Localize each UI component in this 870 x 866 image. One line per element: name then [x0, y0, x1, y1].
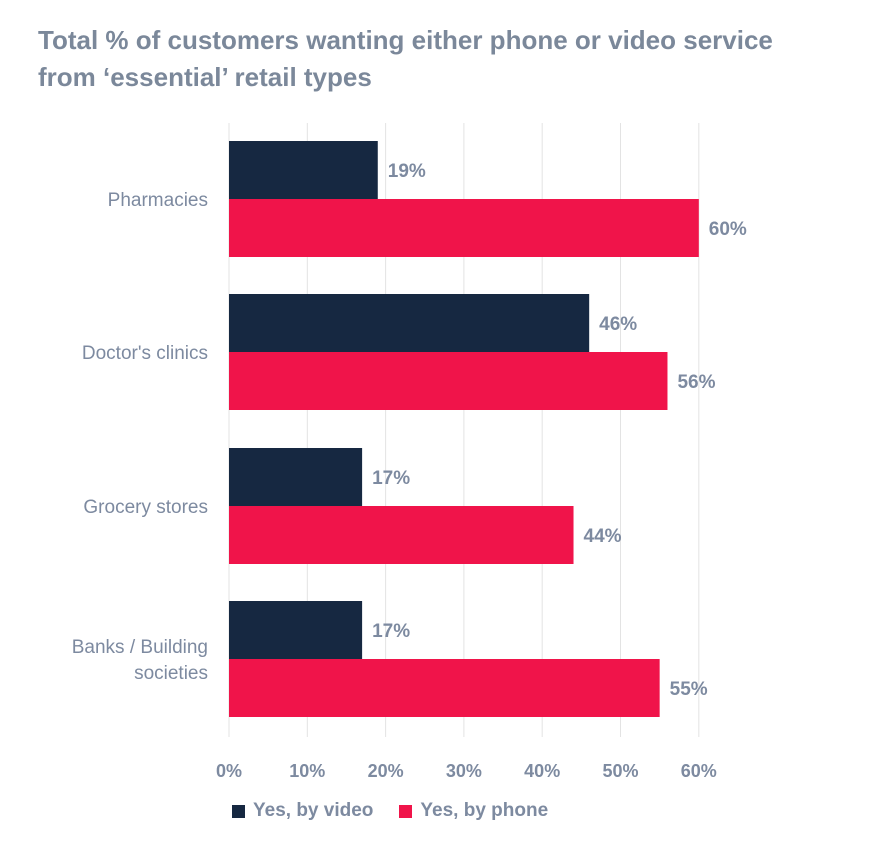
- category-labels: Pharmacies Doctor's clinics Grocery stores…: [72, 190, 208, 684]
- bars-group: 19% 60% 46% 56% 17% 44% 17% 55%: [229, 141, 747, 717]
- bar-phone: [229, 659, 660, 717]
- bar-phone: [229, 199, 699, 257]
- bar-video: [229, 601, 363, 659]
- data-label-video: 46%: [599, 314, 637, 335]
- bar-video: [229, 294, 590, 352]
- x-tick-label: 50%: [602, 761, 638, 781]
- legend: Yes, by video Yes, by phone: [232, 800, 548, 822]
- chart-title-line-2: from ‘essential’ retail types: [38, 62, 372, 92]
- data-label-video: 19%: [388, 161, 426, 182]
- data-label-phone: 44%: [584, 526, 622, 547]
- bar-video: [229, 448, 363, 506]
- legend-swatch-video: [232, 804, 245, 818]
- legend-label-phone: Yes, by phone: [420, 800, 549, 821]
- category-label: Grocery stores: [83, 497, 208, 518]
- bar-phone: [229, 352, 668, 410]
- category-label: Banks / Building societies: [72, 637, 208, 684]
- chart-title-line-1: Total % of customers wanting either phon…: [38, 25, 773, 55]
- bar-phone: [229, 506, 574, 564]
- x-tick-label: 30%: [446, 761, 482, 781]
- data-label-phone: 60%: [709, 219, 747, 240]
- category-label: Doctor's clinics: [82, 343, 208, 364]
- x-tick-label: 60%: [681, 761, 717, 781]
- legend-item-phone: Yes, by phone: [399, 800, 548, 822]
- data-label-video: 17%: [372, 468, 410, 489]
- x-tick-label: 10%: [289, 761, 325, 781]
- data-label-phone: 56%: [677, 372, 715, 393]
- legend-swatch-phone: [399, 804, 413, 818]
- x-tick-label: 20%: [368, 761, 404, 781]
- x-tick-label: 40%: [524, 761, 560, 781]
- category-label: Pharmacies: [108, 190, 208, 211]
- x-tick-label: 0%: [216, 761, 242, 781]
- bar-video: [229, 141, 378, 199]
- legend-label-video: Yes, by video: [253, 800, 374, 821]
- legend-item-video: Yes, by video: [232, 800, 373, 822]
- data-label-phone: 55%: [670, 679, 708, 700]
- x-axis-ticks: 0% 10% 20% 30% 40% 50% 60%: [216, 761, 717, 781]
- chart-title: Total % of customers wanting either phon…: [38, 22, 838, 96]
- data-label-video: 17%: [372, 621, 410, 642]
